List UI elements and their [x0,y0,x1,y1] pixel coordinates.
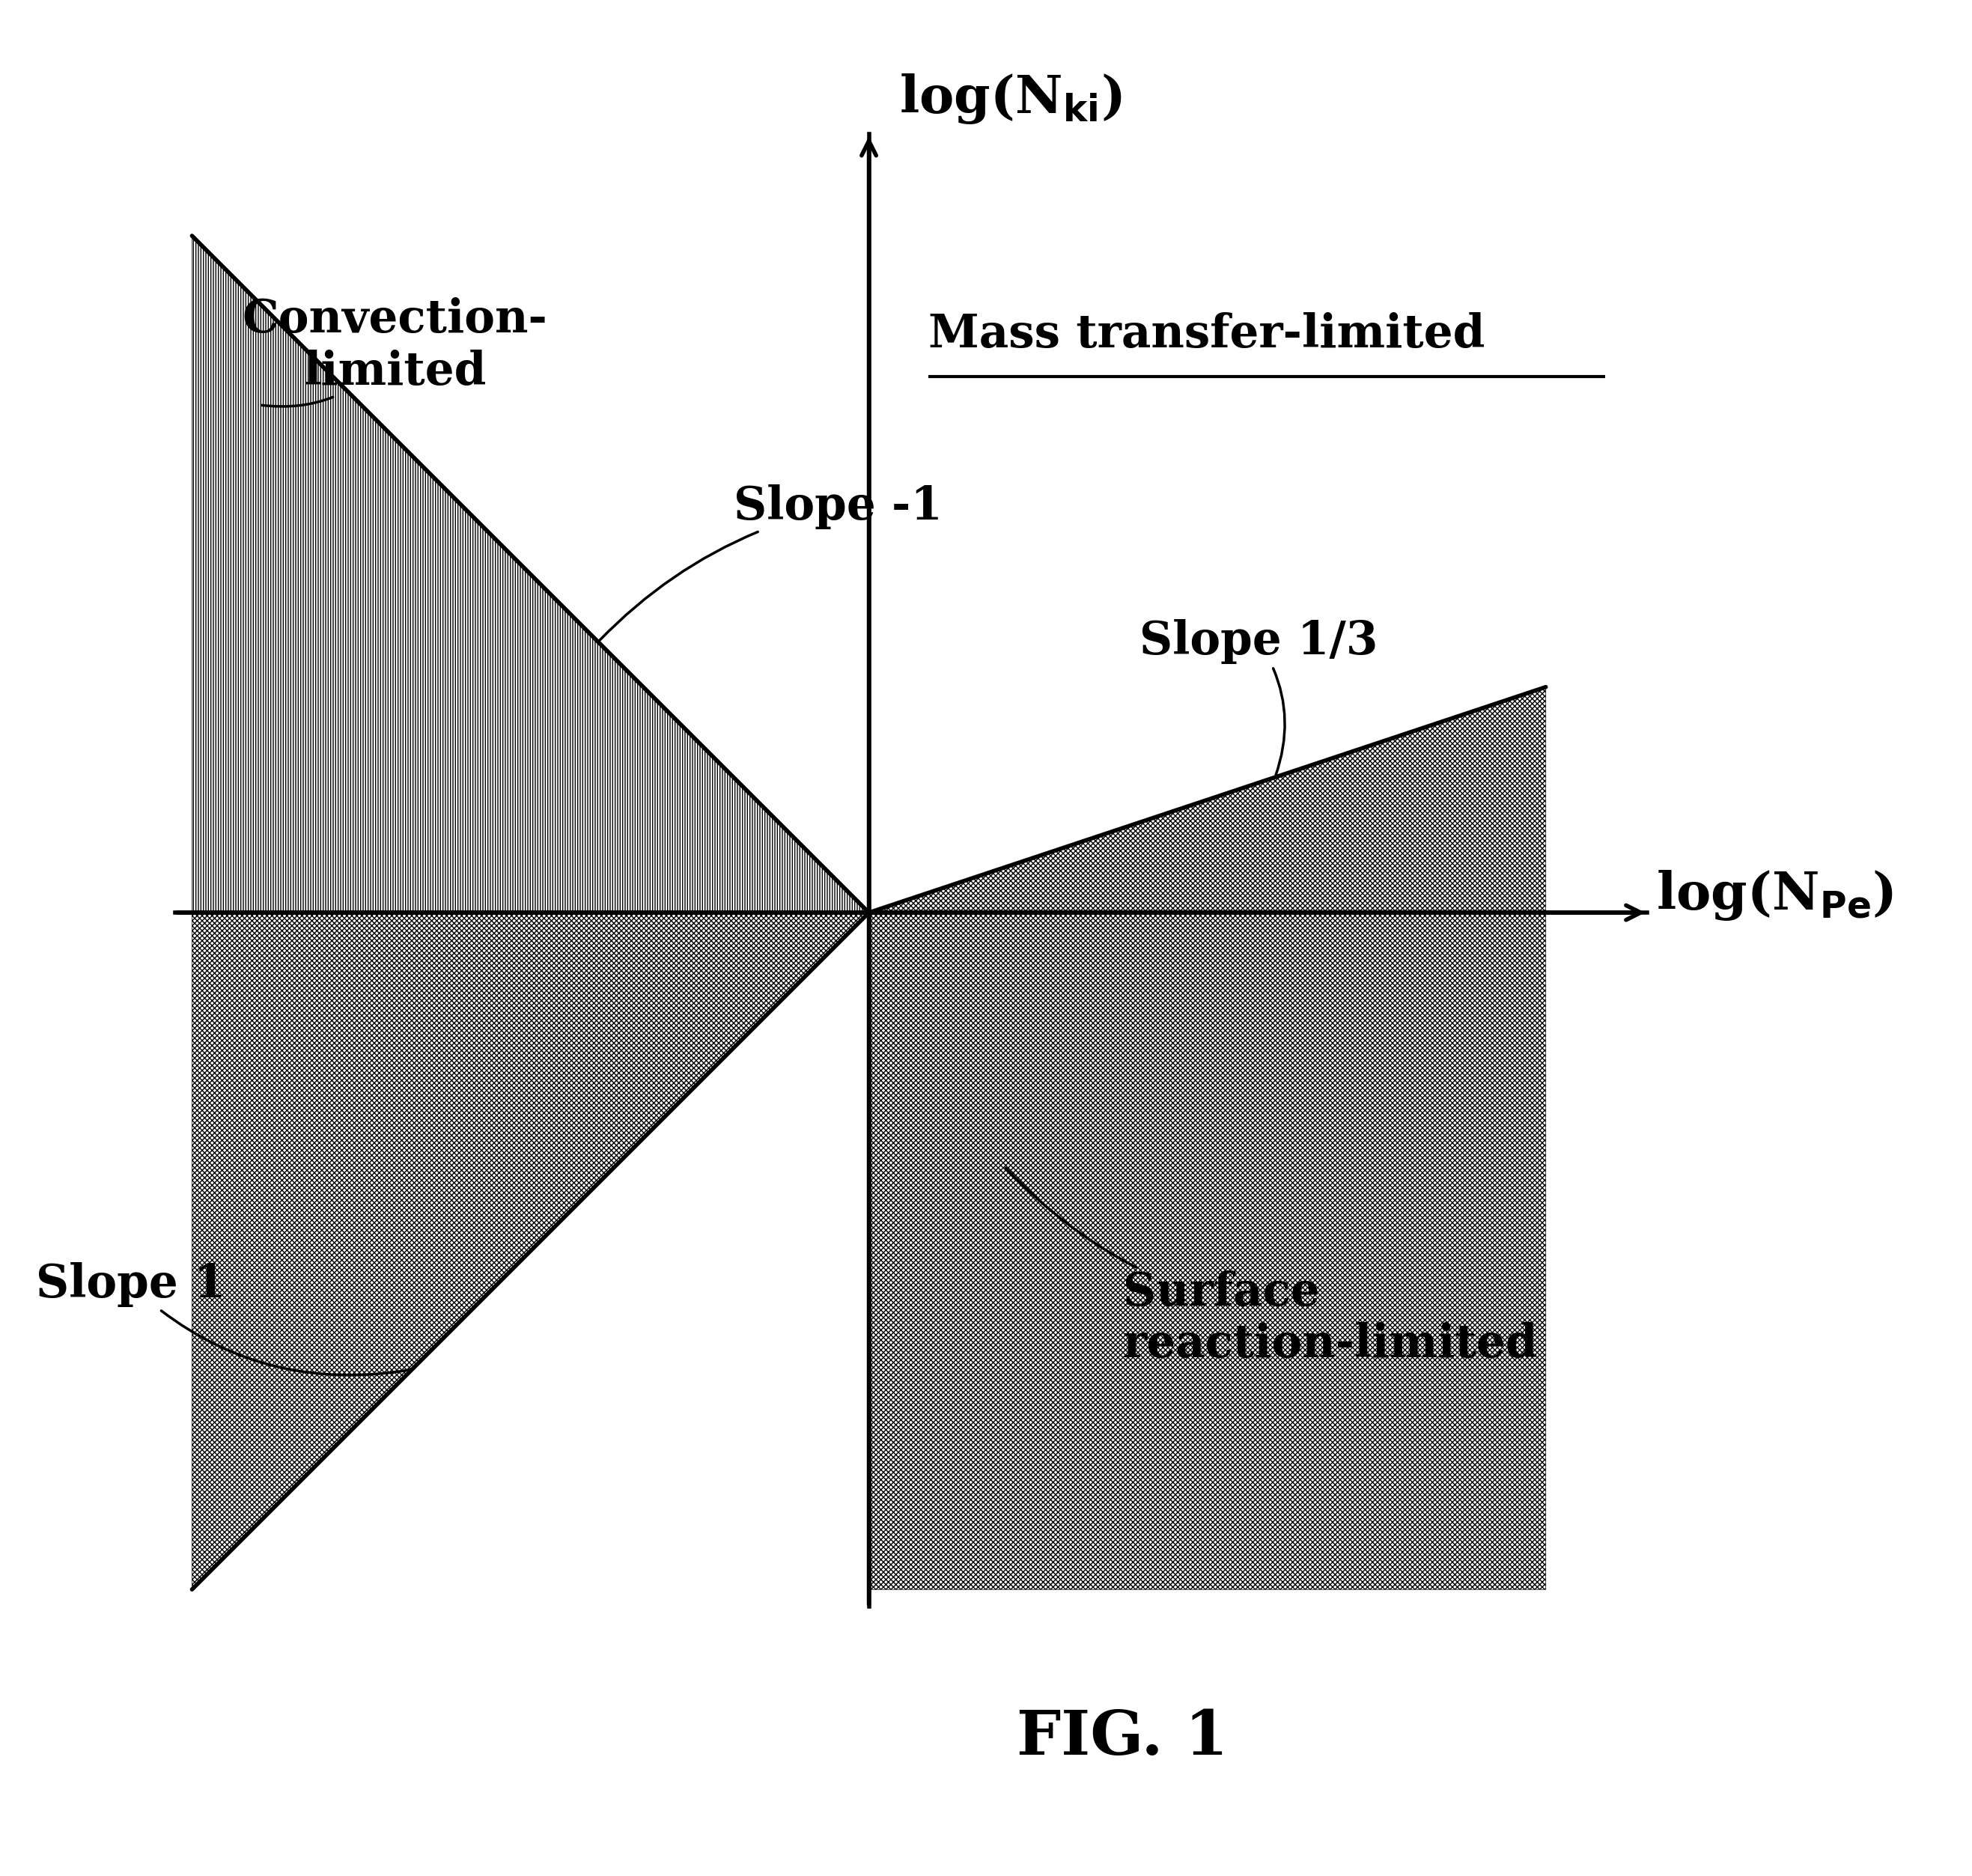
Text: log(N$_{\mathbf{Pe}}$): log(N$_{\mathbf{Pe}}$) [1656,869,1893,923]
Text: Slope 1/3: Slope 1/3 [1140,619,1378,775]
Polygon shape [191,912,870,1589]
Text: FIG. 1: FIG. 1 [1018,1707,1229,1767]
Text: log(N$_{\mathbf{ki}}$): log(N$_{\mathbf{ki}}$) [899,71,1122,126]
Text: Convection-
limited: Convection- limited [243,296,548,407]
Text: Surface
reaction-limited: Surface reaction-limited [1006,1169,1538,1368]
Polygon shape [191,236,870,912]
Text: Mass transfer-limited: Mass transfer-limited [929,311,1485,356]
Polygon shape [870,687,1546,1589]
Text: Slope -1: Slope -1 [599,484,943,640]
Text: Slope 1: Slope 1 [35,1263,410,1375]
